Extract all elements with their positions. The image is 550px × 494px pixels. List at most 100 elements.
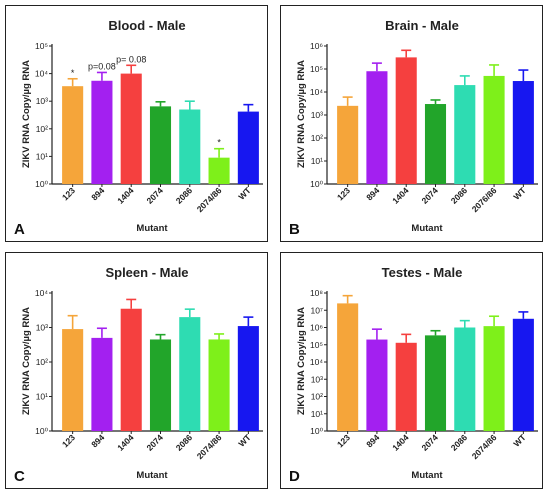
panel-letter: D <box>289 468 300 485</box>
x-tick-label: 894 <box>89 432 106 449</box>
bar <box>366 339 388 431</box>
y-tick-label: 10³ <box>311 110 323 120</box>
y-tick-label: 10² <box>36 357 48 367</box>
y-tick-label: 10¹ <box>36 392 48 402</box>
plot-area: 10⁰ 10¹ 10² 10³ 10⁴ 10⁵ 10⁶ 123 894 1404 2074 2086 2… <box>310 41 538 214</box>
x-tick-label: 2074/86 <box>470 432 499 461</box>
plot-area: 10⁰ 10¹ 10² 10³ 10⁴ 10⁵ 10⁶ 10⁷ 10⁸ 123 894 1404 207… <box>310 288 538 461</box>
x-tick-label: 1404 <box>390 432 411 453</box>
significance-annotation: p=0.08 <box>88 61 116 71</box>
y-tick-label: 10¹ <box>36 151 48 161</box>
x-tick-label: 123 <box>60 185 77 202</box>
bar <box>395 57 417 185</box>
bar <box>179 317 201 431</box>
bar <box>512 318 534 431</box>
bar <box>237 111 259 184</box>
y-tick-label: 10¹ <box>311 409 323 419</box>
y-tick-label: 10² <box>311 133 323 143</box>
y-tick-label: 10³ <box>36 96 48 106</box>
y-tick-label: 10⁴ <box>310 357 323 367</box>
y-tick-label: 10⁵ <box>310 64 323 74</box>
y-tick-label: 10² <box>311 392 323 402</box>
bar <box>120 73 142 184</box>
x-tick-label: 894 <box>364 432 381 449</box>
spleen-male-chart: Spleen - Male C Mutant ZIKV RNA Copy/µg … <box>14 265 263 485</box>
y-tick-label: 10⁰ <box>310 426 323 436</box>
bar <box>208 157 230 184</box>
x-axis-title: Mutant <box>411 470 443 481</box>
bar <box>395 342 417 431</box>
panel-letter: C <box>14 468 25 485</box>
bar <box>149 339 172 431</box>
y-axis-title: ZIKV RNA Copy/µg RNA <box>21 307 32 415</box>
x-tick-label: 2086 <box>174 432 195 453</box>
x-tick-label: 2074 <box>144 185 165 206</box>
bar <box>179 109 201 184</box>
bar <box>237 326 259 431</box>
y-tick-label: 10⁰ <box>35 426 48 436</box>
y-axis-title: ZIKV RNA Copy/µg RNA <box>296 307 307 415</box>
bar <box>366 71 388 184</box>
testes-male-panel: Testes - Male D Mutant ZIKV RNA Copy/µg … <box>280 252 543 489</box>
x-tick-label: 1404 <box>115 432 136 453</box>
y-tick-label: 10⁸ <box>310 288 323 298</box>
bar <box>424 335 447 431</box>
x-tick-label: WT <box>511 432 528 449</box>
spleen-male-panel: Spleen - Male C Mutant ZIKV RNA Copy/µg … <box>5 252 268 489</box>
x-tick-label: 2074 <box>144 432 165 453</box>
bar <box>208 339 230 431</box>
x-tick-label: 1404 <box>115 185 136 206</box>
testes-male-chart: Testes - Male D Mutant ZIKV RNA Copy/µg … <box>289 265 538 485</box>
x-tick-label: 2074 <box>419 185 440 206</box>
x-tick-label: 2086 <box>449 432 470 453</box>
x-tick-label: 2074/86 <box>195 432 224 461</box>
bar <box>91 80 113 184</box>
x-tick-label: WT <box>511 185 528 202</box>
x-tick-label: 2074 <box>419 432 440 453</box>
x-tick-label: 2074/86 <box>195 185 224 214</box>
chart-title: Testes - Male <box>382 265 463 280</box>
y-tick-label: 10⁴ <box>310 87 323 97</box>
y-tick-label: 10⁷ <box>310 305 323 315</box>
y-tick-label: 10¹ <box>311 156 323 166</box>
x-tick-label: 123 <box>335 185 352 202</box>
plot-area: 10⁰ 10¹ 10² 10³ 10⁴ 123 894 1404 2074 2086 2074/86… <box>35 288 263 461</box>
y-tick-label: 10⁰ <box>310 179 323 189</box>
chart-title: Blood - Male <box>108 18 185 33</box>
x-axis-title: Mutant <box>136 470 168 481</box>
x-tick-label: 123 <box>60 432 77 449</box>
x-tick-label: 2086 <box>174 185 195 206</box>
y-tick-label: 10⁶ <box>310 323 323 333</box>
bar <box>483 326 505 431</box>
y-tick-label: 10⁶ <box>310 41 323 51</box>
bar <box>91 337 113 431</box>
blood-male-panel: Blood - Male A Mutant ZIKV RNA Copy/µg R… <box>5 5 268 242</box>
x-axis-title: Mutant <box>136 223 168 234</box>
bar <box>337 303 359 431</box>
bar <box>149 106 172 184</box>
blood-male-chart: Blood - Male A Mutant ZIKV RNA Copy/µg R… <box>14 18 263 238</box>
bar <box>454 327 476 431</box>
x-tick-label: 123 <box>335 432 352 449</box>
chart-title: Spleen - Male <box>105 265 188 280</box>
y-tick-label: 10⁰ <box>35 179 48 189</box>
significance-annotation: p= 0.08 <box>116 54 146 64</box>
bar <box>424 104 447 184</box>
bar <box>483 75 505 184</box>
y-axis-title: ZIKV RNA Copy/µg RNA <box>21 60 32 168</box>
bar <box>62 329 84 431</box>
bar <box>62 86 84 184</box>
x-tick-label: 2076/86 <box>470 185 499 214</box>
bar <box>120 308 142 431</box>
panel-letter: B <box>289 221 300 238</box>
y-tick-label: 10⁴ <box>35 69 48 79</box>
y-axis-title: ZIKV RNA Copy/µg RNA <box>296 60 307 168</box>
x-tick-label: 1404 <box>390 185 411 206</box>
y-tick-label: 10⁵ <box>310 340 323 350</box>
x-tick-label: WT <box>236 432 253 449</box>
chart-title: Brain - Male <box>385 18 459 33</box>
x-axis-title: Mutant <box>411 223 443 234</box>
panel-letter: A <box>14 221 25 238</box>
x-tick-label: WT <box>236 185 253 202</box>
y-tick-label: 10³ <box>311 374 323 384</box>
